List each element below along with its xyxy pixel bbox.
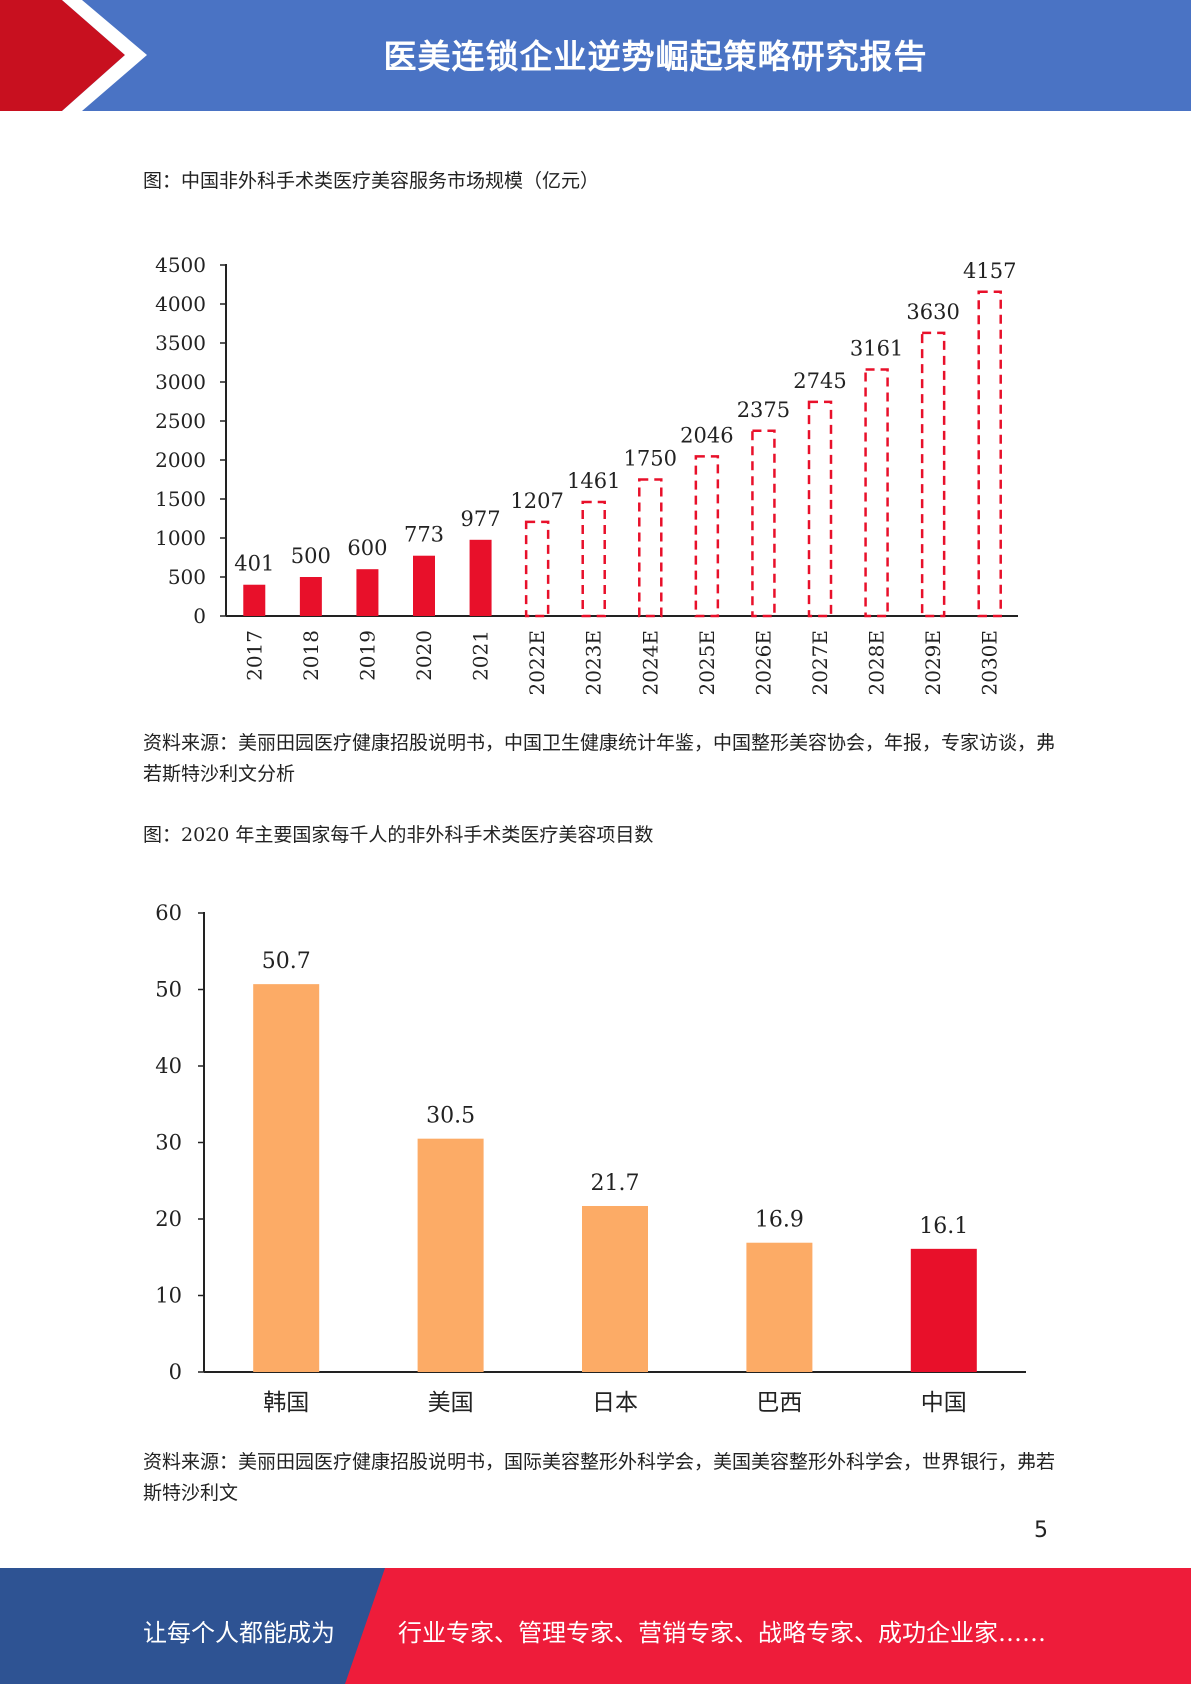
footer-slogan-left: 让每个人都能成为 <box>143 1619 335 1647</box>
figure1-source: 资料来源：美丽田园医疗健康招股说明书，中国卫生健康统计年鉴，中国整形美容协会，年… <box>143 732 1056 785</box>
forecast-bar <box>524 520 550 618</box>
x-tick-label: 2024E <box>638 630 662 696</box>
data-label: 977 <box>461 507 501 531</box>
bar <box>413 555 435 616</box>
x-tick-label: 2020 <box>412 630 436 681</box>
header-banner: 医美连锁企业逆势崛起策略研究报告 <box>0 0 1191 111</box>
data-label: 21.7 <box>591 1171 640 1196</box>
forecast-bar <box>864 368 889 618</box>
market-size-bar-chart: 0 500 1000 1500 2000 2500 3000 3500 4000 4500 401 2… <box>155 253 1018 696</box>
figure1-caption: 图：中国非外科手术类医疗美容服务市场规模（亿元） <box>143 170 600 192</box>
y-tick-label: 4500 <box>155 253 206 277</box>
bar <box>356 569 379 616</box>
data-label: 500 <box>291 544 331 568</box>
page-number: 5 <box>1034 1518 1048 1543</box>
data-label: 2375 <box>737 398 790 422</box>
x-tick-label: 美国 <box>428 1390 474 1416</box>
data-label: 2745 <box>793 369 846 393</box>
y-tick-label: 1000 <box>155 526 206 550</box>
data-label: 16.9 <box>755 1208 804 1233</box>
data-label: 16.1 <box>919 1214 968 1239</box>
data-label: 30.5 <box>426 1104 475 1129</box>
x-tick-label: 2025E <box>695 630 719 696</box>
x-tick-label: 2028E <box>865 630 889 696</box>
bar <box>582 1205 648 1372</box>
x-tick-label: 巴西 <box>756 1390 802 1416</box>
y-tick-label: 500 <box>168 565 206 589</box>
bar <box>253 984 320 1372</box>
y-tick-label: 40 <box>155 1054 182 1078</box>
forecast-bar <box>977 290 1002 618</box>
bar <box>417 1138 484 1372</box>
bar <box>243 584 266 616</box>
y-tick-label: 0 <box>169 1360 182 1384</box>
forecast-bar <box>638 478 663 618</box>
y-tick-label: 10 <box>155 1284 182 1308</box>
y-tick-label: 4000 <box>155 292 206 316</box>
figure2-caption: 图：2020 年主要国家每千人的非外科手术类医疗美容项目数 <box>143 824 654 846</box>
forecast-bar <box>694 455 720 618</box>
x-tick-label: 2030E <box>978 630 1002 696</box>
y-tick-label: 2500 <box>155 409 206 433</box>
y-tick-label: 60 <box>155 901 182 925</box>
x-tick-label: 2023E <box>582 630 606 696</box>
data-label: 1461 <box>567 469 620 493</box>
y-tick-label: 2000 <box>155 448 206 472</box>
footer-banner <box>0 1568 1191 1684</box>
y-tick-label: 50 <box>155 978 182 1002</box>
x-tick-label: 2017 <box>242 630 266 681</box>
y-tick-label: 1500 <box>155 487 206 511</box>
data-label: 773 <box>404 523 444 547</box>
y-tick-label: 20 <box>155 1207 182 1231</box>
forecast-bar <box>581 500 606 618</box>
x-tick-label: 韩国 <box>263 1390 309 1416</box>
data-label: 2046 <box>680 423 733 447</box>
bar <box>469 539 492 616</box>
x-tick-label: 2021 <box>469 630 493 681</box>
x-tick-label: 2026E <box>751 630 775 696</box>
y-tick-label: 3500 <box>155 331 206 355</box>
data-label: 1750 <box>624 447 677 471</box>
y-tick-label: 30 <box>155 1131 182 1155</box>
footer-slogan-right: 行业专家、管理专家、营销专家、战略专家、成功企业家…… <box>398 1619 1046 1647</box>
data-label: 3630 <box>906 300 959 324</box>
data-label: 4157 <box>963 259 1016 283</box>
forecast-bar <box>807 400 833 618</box>
forecast-bar <box>920 331 946 618</box>
bar <box>910 1248 977 1372</box>
x-tick-label: 2027E <box>808 630 832 696</box>
header-arrow-decoration <box>0 0 147 111</box>
figure2-source: 资料来源：美丽田园医疗健康招股说明书，国际美容整形外科学会，美国美容整形外科学会… <box>143 1451 1056 1504</box>
bar <box>299 577 322 616</box>
per-capita-procedures-bar-chart: 0 10 20 30 40 50 60 50.7 韩国 30.5 美国 21.7 日本 16.9 巴西 16.… <box>155 901 1026 1416</box>
x-tick-label: 中国 <box>921 1390 967 1416</box>
x-tick-label: 2019 <box>355 630 379 681</box>
data-label: 3161 <box>850 336 903 360</box>
y-tick-label: 0 <box>193 604 206 628</box>
bar <box>746 1242 813 1372</box>
x-tick-label: 2029E <box>921 630 945 696</box>
forecast-bar <box>751 429 776 618</box>
y-tick-label: 3000 <box>155 370 206 394</box>
x-tick-label: 2022E <box>525 630 549 696</box>
data-label: 50.7 <box>262 949 311 974</box>
data-label: 600 <box>347 536 387 560</box>
data-label: 401 <box>234 552 274 576</box>
x-tick-label: 日本 <box>592 1390 638 1416</box>
x-tick-label: 2018 <box>299 630 323 681</box>
report-title: 医美连锁企业逆势崛起策略研究报告 <box>383 37 928 76</box>
data-label: 1207 <box>510 489 563 513</box>
